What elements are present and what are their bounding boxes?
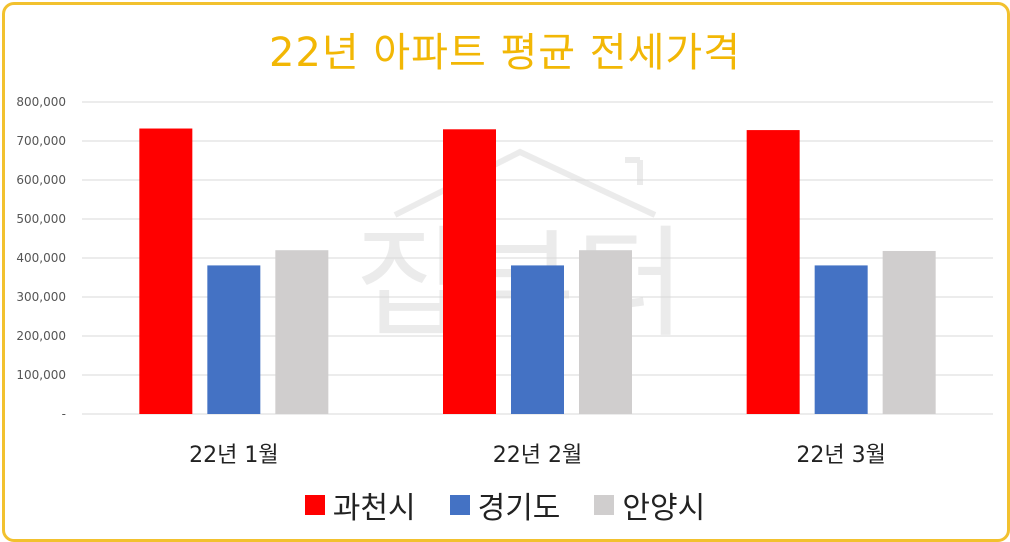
x-tick-label: 22년 2월 — [493, 443, 582, 468]
y-tick-label: 100,000 — [16, 368, 66, 382]
y-tick-label: 200,000 — [16, 329, 66, 343]
legend-label: 경기도 — [477, 491, 561, 526]
y-tick-label: 400,000 — [16, 251, 66, 265]
y-tick-label: - — [62, 407, 66, 421]
bar-1-3 — [746, 130, 800, 414]
x-tick-label: 22년 1월 — [189, 443, 278, 468]
y-tick-label: 500,000 — [16, 212, 66, 226]
legend-swatch — [449, 495, 470, 515]
legend-item: 안양시 — [594, 483, 705, 527]
legend: 과천시 경기도 안양시 — [0, 483, 1010, 527]
legend-label: 안양시 — [622, 491, 706, 526]
bar-3-1 — [275, 250, 329, 414]
y-tick-label: 800,000 — [16, 95, 66, 109]
bar-1-2 — [443, 129, 496, 415]
legend-label: 과천시 — [332, 491, 416, 526]
legend-item: 경기도 — [449, 483, 561, 527]
legend-item: 과천시 — [304, 483, 416, 527]
x-tick-label: 22년 3월 — [796, 443, 885, 468]
legend-swatch — [594, 495, 615, 515]
y-tick-label: 300,000 — [16, 290, 66, 304]
legend-swatch — [304, 495, 325, 515]
bar-2-1 — [207, 265, 261, 414]
bar-2-3 — [814, 265, 868, 414]
bar-3-2 — [579, 250, 632, 414]
chart-title: 22년 아파트 평균 전세가격 — [268, 30, 742, 76]
bar-2-2 — [511, 265, 564, 414]
bar-1-1 — [139, 128, 193, 414]
y-tick-label: 600,000 — [16, 173, 66, 187]
bar-3-3 — [882, 250, 936, 414]
y-tick-label: 700,000 — [16, 134, 66, 148]
